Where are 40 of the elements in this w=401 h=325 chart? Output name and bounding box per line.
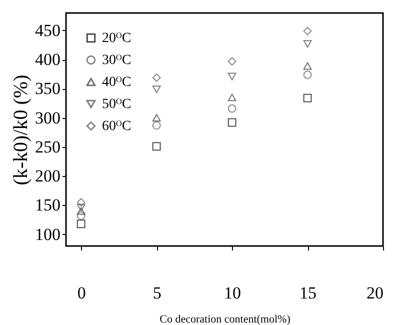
y-tick-label: 400 — [35, 50, 60, 70]
y-tick-label: 150 — [35, 196, 60, 215]
y-tick-label: 250 — [35, 137, 60, 156]
point — [228, 57, 236, 66]
point — [228, 104, 236, 113]
x-axis-title: Co decoration content(mol%) — [160, 314, 291, 325]
y-tick-label: 300 — [35, 108, 60, 128]
point — [152, 86, 161, 94]
x-tick-label: 20 — [366, 284, 384, 302]
legend-label: 30ᴼC — [102, 53, 132, 68]
point — [152, 73, 161, 82]
point — [152, 121, 161, 130]
x-tick-label: 10 — [224, 284, 242, 302]
y-tick-label: 350 — [35, 79, 60, 98]
point — [303, 70, 312, 79]
point — [152, 142, 161, 151]
point — [228, 94, 236, 102]
point — [228, 118, 236, 127]
point — [76, 207, 86, 215]
point — [303, 62, 312, 70]
legend-label: 20ᴼC — [102, 31, 132, 46]
legend-label: 50ᴼC — [102, 97, 132, 112]
point — [76, 204, 86, 212]
y-axis-title: (k-k0)/k0 (%) — [10, 74, 32, 186]
point — [228, 72, 236, 80]
legend-label: 40ᴼC — [102, 75, 132, 90]
y-tick-label: 200 — [35, 166, 60, 186]
x-tick-label: 15 — [300, 284, 317, 302]
x-tick-label: 5 — [152, 284, 162, 302]
legend-label: 60ᴼC — [102, 119, 132, 134]
x-tick-label: 0 — [77, 284, 86, 302]
y-tick-label: 100 — [35, 224, 60, 244]
point — [303, 40, 312, 48]
point — [76, 212, 86, 220]
point — [76, 198, 86, 207]
point — [303, 94, 312, 102]
point — [152, 114, 161, 122]
point — [76, 220, 86, 228]
point — [303, 26, 312, 36]
y-tick-label: 450 — [35, 20, 60, 40]
